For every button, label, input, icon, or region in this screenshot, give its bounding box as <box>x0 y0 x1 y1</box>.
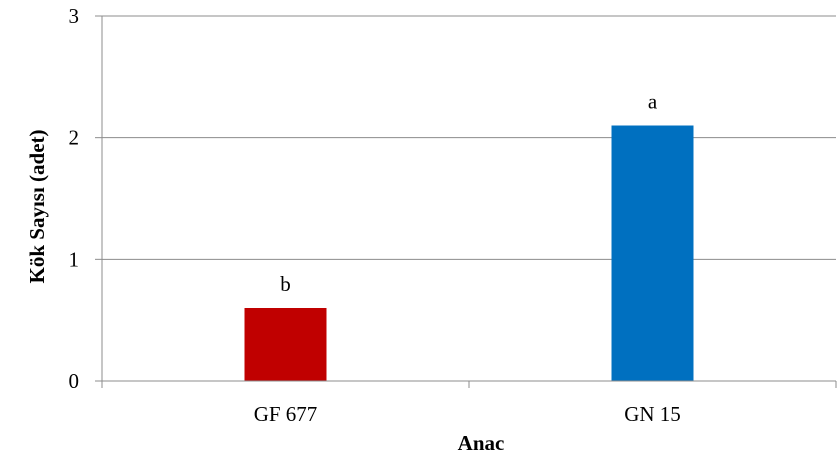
gridlines <box>95 15 837 388</box>
x-tick-labels: GF 677 GN 15 <box>254 402 681 426</box>
bars <box>244 125 694 381</box>
data-label: b <box>280 272 291 296</box>
axes <box>101 16 836 382</box>
y-tick-label: 2 <box>69 126 80 150</box>
x-tick-label: GF 677 <box>254 402 318 426</box>
y-tick-labels: 0 1 2 3 <box>69 4 80 393</box>
y-tick-label: 1 <box>69 247 80 271</box>
x-axis-title: Anac <box>458 431 505 455</box>
data-labels: ba <box>280 90 658 297</box>
y-tick-label: 0 <box>69 369 80 393</box>
bar <box>611 125 694 381</box>
data-label: a <box>648 90 658 114</box>
x-tick-label: GN 15 <box>624 402 681 426</box>
bar <box>244 308 327 381</box>
y-axis-title: Kök Sayısı (adet) <box>25 129 49 283</box>
y-tick-label: 3 <box>69 4 80 28</box>
